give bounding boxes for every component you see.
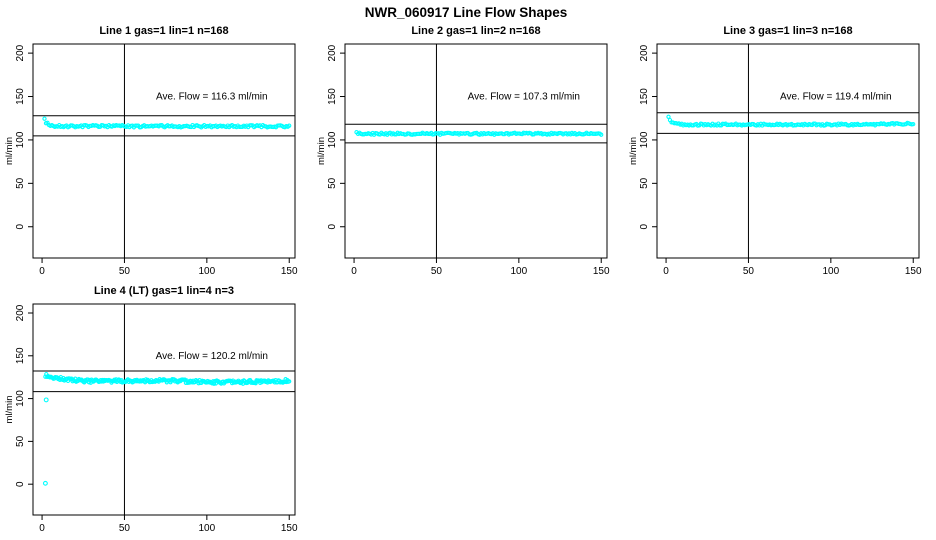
x-tick-label: 50 [743, 266, 755, 277]
subplot-title: Line 4 (LT) gas=1 lin=4 n=3 [94, 285, 234, 297]
x-tick-label: 100 [198, 523, 215, 534]
x-tick-label: 0 [39, 266, 45, 277]
subplot-title: Line 3 gas=1 lin=3 n=168 [723, 25, 852, 37]
x-tick-label: 150 [905, 266, 922, 277]
flow-point [287, 123, 292, 128]
x-tick-label: 50 [119, 523, 131, 534]
y-tick-label: 150 [327, 88, 338, 105]
x-tick-label: 100 [822, 266, 839, 277]
x-tick-label: 150 [281, 523, 298, 534]
y-tick-label: 100 [327, 131, 338, 148]
y-tick-label: 100 [15, 131, 26, 148]
flow-point [287, 379, 292, 384]
data-points [42, 116, 292, 130]
outlier-point [42, 480, 48, 486]
x-tick-label: 150 [281, 266, 298, 277]
ave-flow-annotation: Ave. Flow = 119.4 ml/min [780, 92, 892, 103]
y-tick-label: 150 [15, 88, 26, 105]
y-axis-label: ml/min [4, 137, 15, 165]
y-tick-label: 150 [15, 347, 26, 364]
y-axis-label: ml/min [316, 137, 327, 165]
x-tick-label: 0 [663, 266, 669, 277]
y-axis-label: ml/min [4, 396, 15, 424]
x-tick-label: 50 [119, 266, 131, 277]
subplots-group: 0 50 100 150 0 50 100 150 200 ml/min Line 1 gas=1 … [4, 25, 922, 534]
y-tick-label: 100 [639, 131, 650, 148]
flow-point [911, 121, 916, 127]
flow-point [599, 132, 604, 137]
figure-title: NWR_060917 Line Flow Shapes [365, 5, 568, 20]
y-tick-label: 0 [327, 224, 338, 230]
y-tick-label: 50 [15, 435, 26, 447]
x-tick-label: 150 [593, 266, 610, 277]
subplot-2: 0 50 100 150 0 50 100 150 200 ml/min Line 2 gas=1 … [316, 25, 610, 277]
y-tick-label: 0 [639, 224, 650, 230]
ave-flow-annotation: Ave. Flow = 116.3 ml/min [156, 92, 268, 103]
y-tick-label: 200 [15, 44, 26, 61]
y-tick-label: 100 [15, 390, 26, 407]
y-axis-label: ml/min [628, 137, 639, 165]
flow-point [666, 114, 671, 119]
y-tick-label: 200 [15, 304, 26, 321]
y-tick-label: 150 [639, 88, 650, 105]
x-tick-label: 0 [39, 523, 45, 534]
data-points [354, 130, 604, 137]
plot-box [344, 43, 608, 259]
x-tick-label: 100 [198, 266, 215, 277]
y-tick-label: 0 [15, 224, 26, 230]
y-tick-label: 200 [639, 44, 650, 61]
x-tick-label: 0 [351, 266, 357, 277]
subplot-1: 0 50 100 150 0 50 100 150 200 ml/min Line 1 gas=1 … [4, 25, 298, 277]
ave-flow-annotation: Ave. Flow = 107.3 ml/min [468, 92, 580, 103]
subplot-3: 0 50 100 150 0 50 100 150 200 ml/min Line 3 gas=1 … [628, 25, 922, 277]
plot-box [656, 43, 920, 259]
y-tick-label: 0 [15, 481, 26, 487]
y-tick-label: 50 [15, 177, 26, 189]
y-tick-label: 50 [639, 177, 650, 189]
subplot-4: 0 50 100 150 0 50 100 150 200 ml/min Line 4 (LT) g… [4, 285, 298, 534]
plot-box [32, 43, 296, 259]
ave-flow-annotation: Ave. Flow = 120.2 ml/min [156, 351, 268, 362]
plot-box [32, 303, 296, 516]
flow-point [42, 116, 47, 121]
y-tick-label: 200 [327, 44, 338, 61]
outlier-point [43, 397, 49, 403]
data-points [666, 114, 916, 128]
x-tick-label: 50 [431, 266, 443, 277]
subplot-title: Line 2 gas=1 lin=2 n=168 [411, 25, 540, 37]
x-tick-label: 100 [510, 266, 527, 277]
subplot-title: Line 1 gas=1 lin=1 n=168 [99, 25, 228, 37]
y-tick-label: 50 [327, 177, 338, 189]
data-points [42, 371, 292, 486]
